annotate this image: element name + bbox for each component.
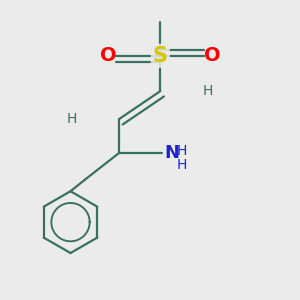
Text: H: H (177, 144, 188, 158)
Text: N: N (165, 144, 180, 162)
Text: O: O (100, 46, 116, 65)
Text: S: S (153, 46, 168, 66)
Text: H: H (202, 84, 213, 98)
Text: H: H (67, 112, 77, 126)
Text: H: H (177, 158, 188, 172)
Text: S: S (153, 46, 168, 66)
Text: O: O (204, 46, 221, 65)
